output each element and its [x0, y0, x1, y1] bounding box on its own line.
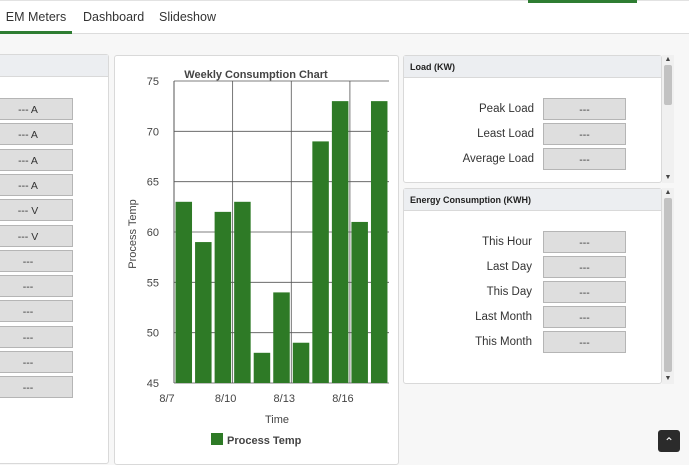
- x-tick-label: 8/7: [159, 393, 174, 405]
- energy-panel-title: Energy Consumption (KWH): [404, 189, 661, 211]
- scroll-down-icon[interactable]: ▼: [664, 174, 672, 181]
- y-tick-label: 70: [147, 126, 159, 138]
- top-accent-bar: [528, 0, 637, 3]
- this-month-label: This Month: [475, 336, 532, 348]
- meter-value-box: --- A: [0, 148, 73, 171]
- last-day-value: ---: [543, 256, 626, 278]
- back-to-top-button[interactable]: ⌃: [658, 430, 680, 452]
- energy-panel-scrollbar[interactable]: ▲ ▼: [662, 188, 674, 384]
- average-load-label: Average Load: [462, 153, 534, 165]
- x-tick-labels: 8/7 8/10 8/13 8/16: [159, 393, 353, 405]
- y-tick-label: 50: [147, 328, 159, 340]
- tab-em-meters[interactable]: EM Meters: [0, 0, 72, 34]
- least-load-label: Least Load: [477, 128, 534, 140]
- meter-values-panel: --- A --- A --- A --- A --- V --- V --- --- --- -…: [0, 54, 109, 464]
- chevron-up-icon: ⌃: [663, 435, 675, 449]
- bar[interactable]: [312, 141, 329, 383]
- meter-value-box: --- V: [0, 224, 73, 247]
- meter-panel-header: [0, 55, 108, 77]
- bar[interactable]: [195, 242, 212, 383]
- y-tick-label: 45: [147, 378, 159, 390]
- bar[interactable]: [234, 201, 251, 383]
- meter-value-box: ---: [0, 275, 73, 298]
- weekly-consumption-chart: 45 50 55 60 65 70 75 8/7 8/10 8/13 8/16 Weekly Co…: [127, 69, 389, 447]
- x-tick-label: 8/10: [215, 393, 236, 405]
- meter-value-box: ---: [0, 376, 73, 399]
- bar[interactable]: [370, 101, 388, 383]
- bar[interactable]: [292, 342, 310, 383]
- meter-value-box: --- A: [0, 173, 73, 196]
- least-load-value: ---: [543, 123, 626, 145]
- energy-consumption-panel: Energy Consumption (KWH) This Hour --- L…: [403, 188, 662, 384]
- x-axis-label: Time: [265, 414, 289, 426]
- tab-slideshow[interactable]: Slideshow: [159, 10, 216, 24]
- chart-bars: [175, 101, 388, 383]
- average-load-value: ---: [543, 148, 626, 170]
- this-day-value: ---: [543, 281, 626, 303]
- scrollbar-thumb[interactable]: [664, 65, 672, 105]
- tab-dashboard[interactable]: Dashboard: [83, 10, 145, 24]
- top-tab-bar: EM Meters Dashboard Slideshow: [0, 0, 689, 34]
- this-day-label: This Day: [486, 286, 532, 298]
- meter-value-box: ---: [0, 249, 73, 272]
- x-tick-label: 8/16: [332, 393, 353, 405]
- meter-value-box: ---: [0, 351, 73, 373]
- this-hour-value: ---: [543, 231, 626, 253]
- this-month-value: ---: [543, 331, 626, 353]
- peak-load-label: Peak Load: [479, 103, 534, 115]
- scroll-up-icon[interactable]: ▲: [664, 189, 672, 196]
- last-month-label: Last Month: [475, 311, 532, 323]
- legend-label: Process Temp: [227, 435, 302, 447]
- legend-swatch: [211, 433, 223, 445]
- last-day-label: Last Day: [486, 261, 532, 273]
- load-panel-scrollbar[interactable]: ▲ ▼: [662, 55, 674, 183]
- meter-value-box: ---: [0, 300, 73, 323]
- bar[interactable]: [253, 352, 271, 383]
- y-tick-label: 55: [147, 277, 159, 289]
- bar[interactable]: [214, 211, 232, 383]
- top-border: [0, 0, 689, 1]
- y-tick-labels: 45 50 55 60 65 70 75: [147, 76, 159, 390]
- load-panel-title: Load (KW): [404, 56, 661, 78]
- this-hour-label: This Hour: [482, 236, 532, 248]
- meter-value-box: --- A: [0, 123, 73, 146]
- bar[interactable]: [331, 101, 349, 383]
- y-tick-label: 65: [147, 177, 159, 189]
- chart-panel: 45 50 55 60 65 70 75 8/7 8/10 8/13 8/16 Weekly Co…: [114, 55, 399, 465]
- scroll-down-icon[interactable]: ▼: [664, 375, 672, 382]
- bar[interactable]: [351, 221, 368, 383]
- scrollbar-thumb[interactable]: [664, 198, 672, 372]
- bar[interactable]: [273, 292, 290, 383]
- y-axis-label: Process Temp: [127, 199, 139, 269]
- meter-value-box: ---: [0, 325, 73, 348]
- scroll-up-icon[interactable]: ▲: [664, 56, 672, 63]
- x-tick-label: 8/13: [274, 393, 295, 405]
- bar[interactable]: [175, 201, 193, 383]
- last-month-value: ---: [543, 306, 626, 328]
- peak-load-value: ---: [543, 98, 626, 120]
- chart-title: Weekly Consumption Chart: [184, 69, 328, 81]
- meter-value-box: --- V: [0, 199, 73, 222]
- load-panel: Load (KW) Peak Load --- Least Load --- A…: [403, 55, 662, 183]
- meter-value-box: --- A: [0, 98, 73, 120]
- y-tick-label: 60: [147, 227, 159, 239]
- y-tick-label: 75: [147, 76, 159, 88]
